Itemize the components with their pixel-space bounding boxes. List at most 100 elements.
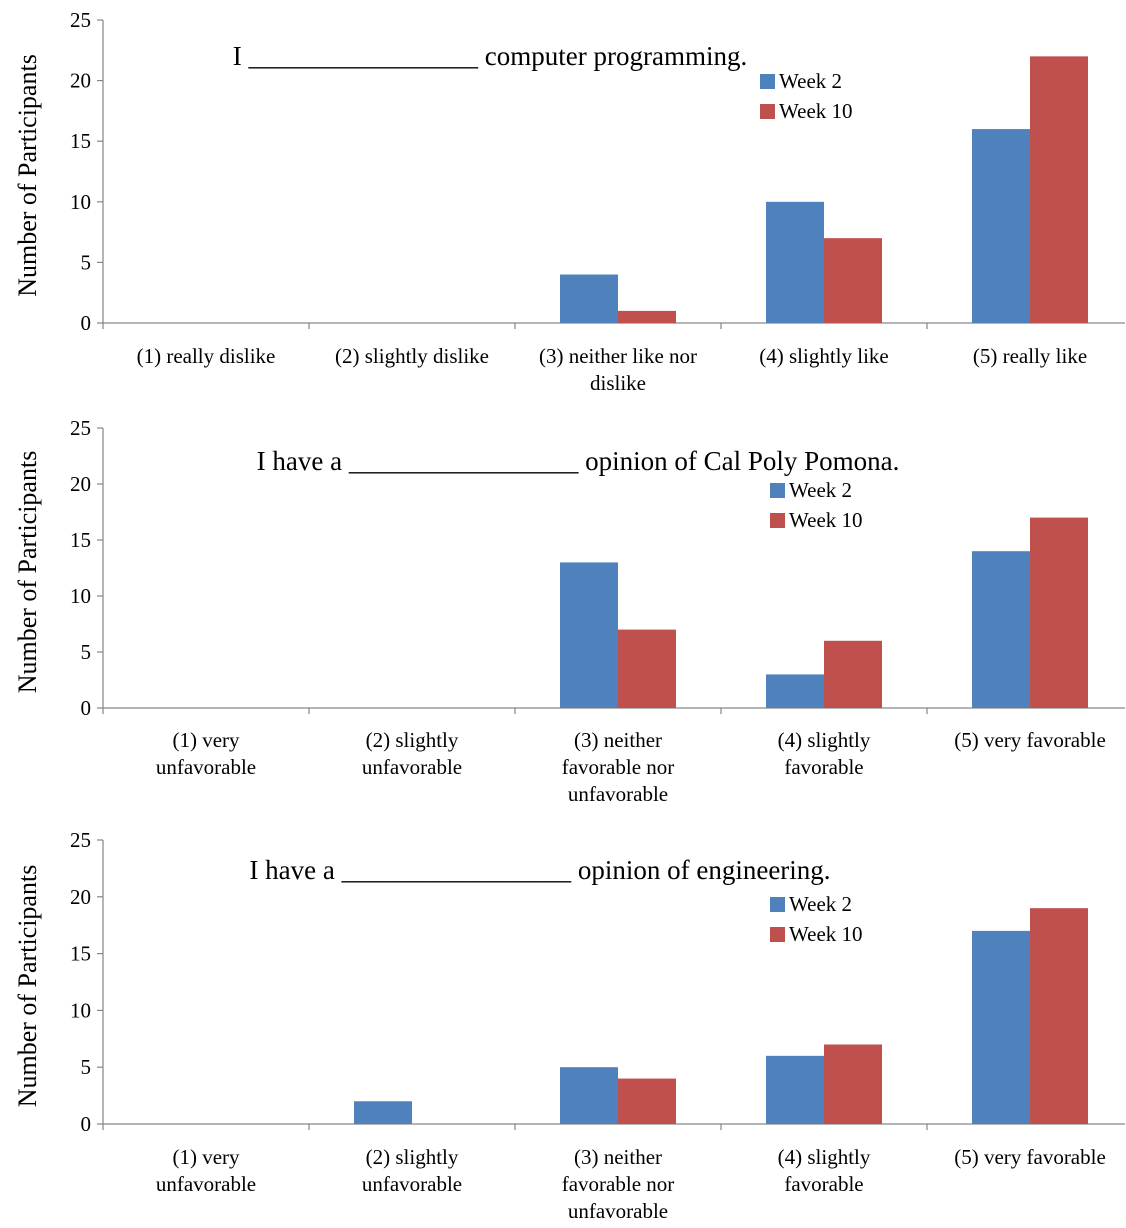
bar-week2-cat4 (766, 201, 824, 323)
bar-week10-cat5 (1030, 517, 1088, 708)
y-tick-label: 10 (70, 998, 91, 1022)
x-category-label-line: dislike (590, 371, 646, 395)
y-tick-label: 0 (81, 696, 92, 720)
chart-title: I _________________ computer programming… (233, 41, 747, 71)
y-tick-label: 15 (70, 528, 91, 552)
bar-week10-cat3 (618, 1078, 676, 1124)
x-category-label: (5) very favorable (954, 728, 1106, 752)
x-category-label-line: (4) slightly (778, 1145, 871, 1169)
legend-swatch (760, 104, 775, 119)
y-tick-label: 5 (81, 250, 92, 274)
x-category-label-line: unfavorable (362, 1172, 462, 1196)
x-category-label: (1) really dislike (137, 344, 276, 368)
x-category-label-line: (4) slightly like (759, 344, 889, 368)
x-category-label: (2) slightly unfavorable (362, 1145, 462, 1196)
bar-week10-cat4 (824, 640, 882, 708)
bar-week2-cat5 (972, 129, 1030, 323)
bar-week2-cat3 (560, 1067, 618, 1124)
x-category-label-line: favorable nor (562, 755, 675, 779)
y-tick-label: 0 (81, 311, 92, 335)
y-tick-label: 10 (70, 190, 91, 214)
bar-week2-cat2 (354, 1101, 412, 1124)
legend-label: Week 10 (789, 922, 863, 946)
y-tick-label: 20 (70, 885, 91, 909)
y-axis-label: Number of Participants (13, 451, 42, 694)
x-category-label: (2) slightly unfavorable (362, 728, 462, 779)
legend-swatch (770, 513, 785, 528)
bar-week10-cat5 (1030, 908, 1088, 1124)
y-tick-label: 25 (70, 416, 91, 440)
x-category-label-line: (1) very (172, 728, 240, 752)
x-category-label-line: (3) neither (574, 1145, 662, 1169)
x-category-label: (5) very favorable (954, 1145, 1106, 1169)
y-axis-label: Number of Participants (13, 865, 42, 1108)
x-category-label: (4) slightly like (759, 344, 889, 368)
bar-week2-cat4 (766, 674, 824, 708)
x-category-label-line: unfavorable (568, 782, 668, 806)
chart-title: I have a _________________ opinion of en… (249, 855, 830, 885)
x-category-label-line: (1) very (172, 1145, 240, 1169)
chart-title: I have a _________________ opinion of Ca… (257, 446, 900, 476)
chart-panel-3: Number of Participants 0 5 10 15 20 25 (1) very… (13, 828, 1125, 1223)
y-tick-label: 25 (70, 828, 91, 852)
x-category-label-line: unfavorable (156, 1172, 256, 1196)
x-category-label-line: (5) very favorable (954, 1145, 1106, 1169)
x-category-label-line: (3) neither like nor (539, 344, 697, 368)
y-tick-label: 25 (70, 8, 91, 32)
legend-swatch (770, 897, 785, 912)
x-category-label-line: unfavorable (156, 755, 256, 779)
legend-label: Week 10 (789, 508, 863, 532)
y-tick-label: 20 (70, 69, 91, 93)
legend-label: Week 2 (789, 892, 852, 916)
y-tick-label: 5 (81, 1055, 92, 1079)
legend-label: Week 2 (779, 69, 842, 93)
x-category-label-line: unfavorable (362, 755, 462, 779)
bar-week2-cat4 (766, 1055, 824, 1124)
legend-swatch (770, 483, 785, 498)
legend-swatch (770, 927, 785, 942)
legend-label: Week 2 (789, 478, 852, 502)
y-tick-label: 10 (70, 584, 91, 608)
bar-week10-cat3 (618, 310, 676, 323)
bar-week10-cat5 (1030, 56, 1088, 324)
x-category-label-line: (5) really like (973, 344, 1087, 368)
bar-week2-cat5 (972, 551, 1030, 708)
y-axis-label: Number of Participants (13, 54, 42, 297)
x-category-label-line: favorable nor (562, 1172, 675, 1196)
x-category-label-line: favorable (784, 1172, 863, 1196)
x-category-label: (3) neither favorable nor unfavorable (562, 1145, 675, 1223)
legend-swatch (760, 74, 775, 89)
legend-label: Week 10 (779, 99, 853, 123)
x-category-label-line: (2) slightly dislike (335, 344, 489, 368)
chart-panel-1: Number of Participants 0 5 10 15 20 25 (1) real… (13, 8, 1125, 395)
x-category-label: (4) slightly favorable (778, 1145, 871, 1196)
chart-panel-2: Number of Participants 0 5 10 15 20 25 (1) very… (13, 416, 1125, 806)
x-category-label: (4) slightly favorable (778, 728, 871, 779)
x-category-label: (1) very unfavorable (156, 728, 256, 779)
x-category-label: (2) slightly dislike (335, 344, 489, 368)
x-category-label-line: (2) slightly (366, 728, 459, 752)
x-category-label: (3) neither favorable nor unfavorable (562, 728, 675, 806)
y-tick-label: 0 (81, 1112, 92, 1136)
x-category-label-line: favorable (784, 755, 863, 779)
x-category-label: (3) neither like nor dislike (539, 344, 697, 395)
bar-week2-cat3 (560, 274, 618, 323)
bar-week2-cat5 (972, 930, 1030, 1124)
x-category-label-line: (5) very favorable (954, 728, 1106, 752)
x-category-label-line: (4) slightly (778, 728, 871, 752)
bar-week10-cat4 (824, 1044, 882, 1124)
x-category-label-line: (3) neither (574, 728, 662, 752)
y-tick-label: 15 (70, 942, 91, 966)
y-tick-label: 20 (70, 472, 91, 496)
x-category-label: (5) really like (973, 344, 1087, 368)
bar-week10-cat4 (824, 238, 882, 323)
x-category-label-line: (1) really dislike (137, 344, 276, 368)
x-category-label: (1) very unfavorable (156, 1145, 256, 1196)
y-tick-label: 15 (70, 129, 91, 153)
x-category-label-line: unfavorable (568, 1199, 668, 1223)
x-category-label-line: (2) slightly (366, 1145, 459, 1169)
y-tick-label: 5 (81, 640, 92, 664)
bar-week2-cat3 (560, 562, 618, 708)
bar-week10-cat3 (618, 629, 676, 708)
